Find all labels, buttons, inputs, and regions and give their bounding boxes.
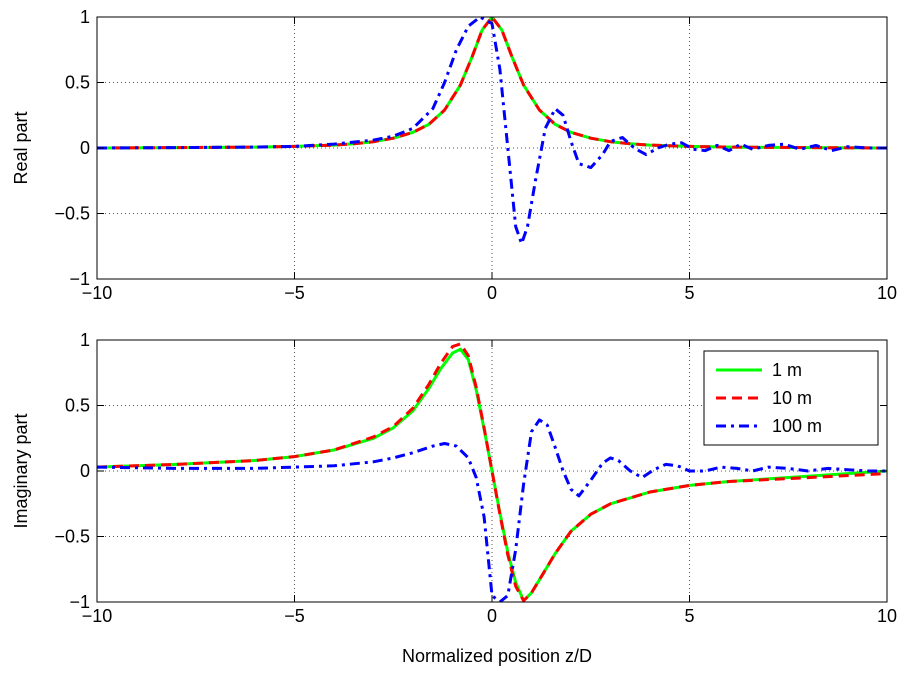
legend-label: 1 m: [772, 360, 802, 380]
x-axis-label: Normalized position z/D: [402, 646, 592, 666]
x-tick-label: 5: [684, 283, 694, 303]
x-tick-label: 10: [877, 606, 897, 626]
x-tick-label: 0: [487, 606, 497, 626]
x-tick-label: 10: [877, 283, 897, 303]
top-panel: −10 −5 0 5 10 −1 −0.5 0 0.5 1 Real part: [11, 7, 897, 303]
y-tick-label: 0.5: [65, 396, 90, 416]
x-tick-label: 5: [684, 606, 694, 626]
y-tick-label: 1: [80, 7, 90, 27]
y-axis-label: Real part: [11, 111, 31, 184]
y-tick-label: 0: [80, 138, 90, 158]
series-line-100m: [97, 418, 887, 602]
x-tick-label: −5: [284, 283, 305, 303]
x-tick-label: 0: [487, 283, 497, 303]
series-group: [97, 17, 887, 246]
y-tick-label: −0.5: [54, 527, 90, 547]
y-axis-label: Imaginary part: [11, 413, 31, 528]
legend-label: 100 m: [772, 416, 822, 436]
x-tick-label: −5: [284, 606, 305, 626]
series-line-10m: [97, 342, 887, 602]
legend-label: 10 m: [772, 388, 812, 408]
y-tick-label: −1: [69, 269, 90, 289]
y-tick-label: 0.5: [65, 73, 90, 93]
legend: 1 m 10 m 100 m: [703, 350, 879, 446]
x-tick-label: −10: [82, 606, 113, 626]
bottom-panel: −10 −5 0 5 10 −1 −0.5 0 0.5 1 Imaginary part 1 m 10 …: [11, 330, 897, 626]
y-tick-label: −0.5: [54, 204, 90, 224]
y-tick-label: 0: [80, 461, 90, 481]
y-tick-label: −1: [69, 592, 90, 612]
y-tick-label: 1: [80, 330, 90, 350]
series-line-10m: [97, 17, 887, 150]
x-tick-label: −10: [82, 283, 113, 303]
series-group: [97, 342, 887, 602]
series-line-100m: [97, 17, 887, 246]
